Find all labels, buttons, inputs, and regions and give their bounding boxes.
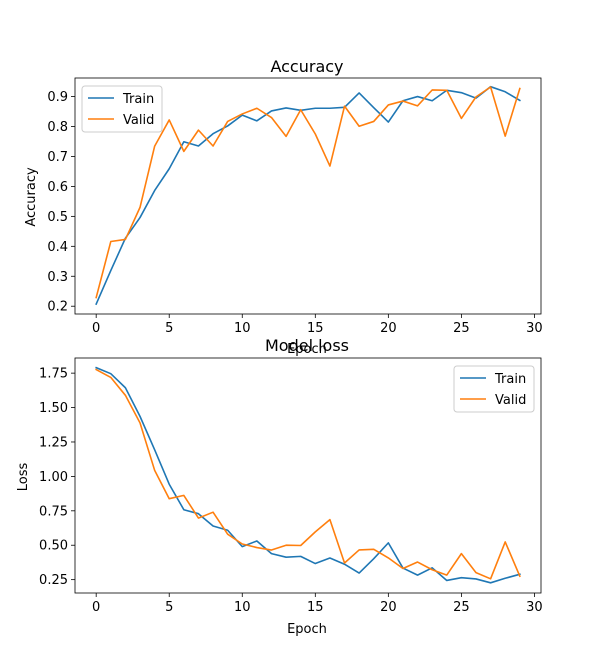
accuracy-x-tick-label: 25	[453, 321, 470, 336]
accuracy-legend-label-valid: Valid	[123, 113, 154, 128]
loss-legend-label-train: Train	[494, 372, 526, 387]
loss-y-tick-label: 0.75	[39, 504, 68, 519]
loss-x-tick-label: 20	[380, 600, 397, 615]
accuracy-chart: 0 5 10 15 20 25 30 0.2 0.3 0.4 0.5 0.6 0.7 0.8 0.9 Trai…	[24, 57, 543, 357]
accuracy-x-tick-label: 20	[380, 321, 397, 336]
loss-series-line-train	[95, 366, 521, 584]
loss-x-tick-label: 15	[307, 600, 324, 615]
accuracy-x-tick-label: 30	[526, 321, 543, 336]
accuracy-y-tick-label: 0.7	[47, 150, 68, 165]
accuracy-x-axis-label: Epoch	[287, 342, 327, 357]
loss-y-tick-label: 1.50	[39, 401, 68, 416]
accuracy-x-tick-label: 5	[165, 321, 173, 336]
accuracy-legend-label-train: Train	[122, 92, 154, 107]
loss-x-tick-label: 25	[453, 600, 470, 615]
loss-x-tick-label: 5	[165, 600, 173, 615]
loss-y-tick-label: 0.50	[39, 539, 68, 554]
loss-plot-area: 0 5 10 15 20 25 30 0.25 0.50 0.75 1.00 1.25 1.50 1.75…	[39, 357, 543, 615]
accuracy-x-tick-label: 15	[307, 321, 324, 336]
loss-legend-label-valid: Valid	[495, 393, 526, 408]
loss-y-tick-label: 1.75	[39, 367, 68, 382]
accuracy-y-tick-label: 0.6	[47, 180, 68, 195]
accuracy-legend: Train Valid	[81, 85, 163, 133]
accuracy-axes-frame	[74, 77, 542, 315]
loss-chart-title: Model loss	[265, 336, 349, 355]
accuracy-x-tick-label: 0	[92, 321, 100, 336]
accuracy-plot-area: 0 5 10 15 20 25 30 0.2 0.3 0.4 0.5 0.6 0.7 0.8 0.9 Trai…	[47, 77, 543, 336]
loss-axes-frame	[74, 357, 542, 594]
loss-y-axis-label: Loss	[16, 463, 31, 492]
loss-x-tick-label: 30	[526, 600, 543, 615]
loss-y-tick-label: 0.25	[39, 573, 68, 588]
loss-chart: 0 5 10 15 20 25 30 0.25 0.50 0.75 1.00 1.25 1.50 1.75…	[16, 336, 543, 637]
accuracy-y-tick-label: 0.4	[47, 240, 68, 255]
accuracy-x-tick-label: 10	[234, 321, 251, 336]
accuracy-y-tick-label: 0.9	[47, 90, 68, 105]
accuracy-y-tick-label: 0.5	[47, 210, 68, 225]
accuracy-y-tick-label: 0.3	[47, 270, 68, 285]
accuracy-chart-title: Accuracy	[270, 57, 343, 76]
accuracy-y-axis-label: Accuracy	[24, 167, 39, 227]
accuracy-y-tick-label: 0.2	[47, 300, 68, 315]
accuracy-series-line-valid	[95, 86, 521, 299]
loss-y-tick-label: 1.25	[39, 435, 68, 450]
accuracy-y-tick-label: 0.8	[47, 120, 68, 135]
loss-legend: Train Valid	[453, 365, 535, 413]
loss-x-tick-label: 10	[234, 600, 251, 615]
loss-x-tick-label: 0	[92, 600, 100, 615]
loss-x-axis-label: Epoch	[287, 622, 327, 637]
loss-y-tick-label: 1.00	[39, 470, 68, 485]
accuracy-series-line-train	[95, 85, 521, 306]
loss-series-line-valid	[95, 368, 521, 580]
